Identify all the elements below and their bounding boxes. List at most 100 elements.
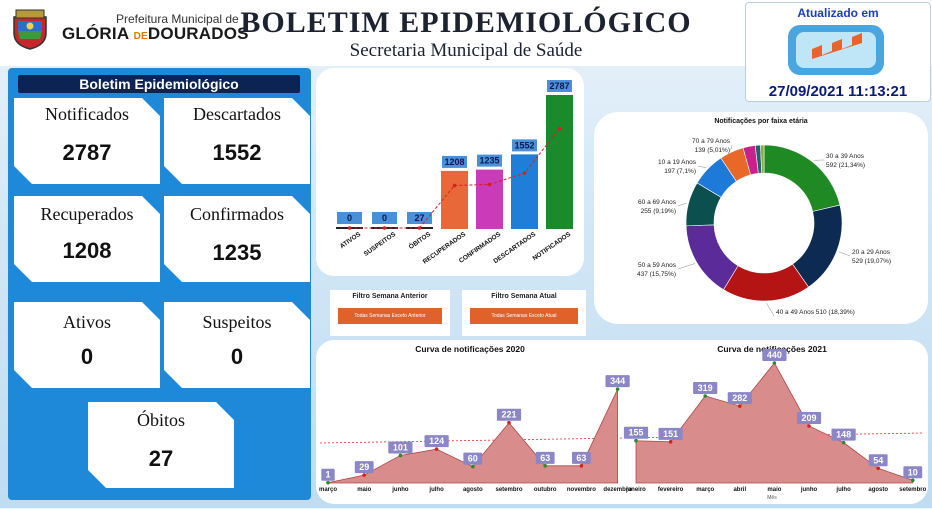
curve-value-label: 319 — [698, 383, 713, 393]
curve-value-label: 63 — [540, 453, 550, 463]
card-label: Confirmados — [164, 204, 310, 225]
curve-value-label: 282 — [732, 393, 747, 403]
card-descartados: Descartados 1552 — [164, 98, 310, 184]
curve-value-label: 344 — [610, 376, 625, 386]
curve-month-label: fevereiro — [658, 487, 684, 493]
donut-leader — [698, 166, 706, 168]
curve-value-label: 63 — [576, 453, 586, 463]
bar-category-label: ÓBITOS — [407, 229, 433, 251]
card-label: Ativos — [14, 312, 160, 333]
curve-title: Curva de notificações 2020 — [415, 344, 525, 354]
curve-point — [669, 440, 673, 444]
donut-value: 529 (19,07%) — [852, 258, 891, 265]
donut-value: 197 (7,1%) — [664, 168, 696, 175]
card-obitos: Óbitos 27 — [88, 402, 234, 488]
curve-point — [362, 473, 366, 477]
donut-label: 20 a 29 Anos — [852, 249, 891, 256]
curve-value-label: 155 — [628, 428, 643, 438]
donut-label: 10 a 19 Anos — [658, 159, 697, 166]
curve-value-label: 1 — [325, 470, 330, 480]
totals-bar-chart: 0ATIVOS0SUSPEITOS27ÓBITOS1208RECUPERADOS… — [316, 68, 584, 276]
card-value: 2787 — [14, 140, 160, 166]
curve-month-label: maio — [357, 487, 371, 493]
card-ativos: Ativos 0 — [14, 302, 160, 388]
filter-previous-button[interactable]: Todas Semanas Exceto Anterior — [338, 308, 442, 324]
bar-value-label: 0 — [382, 213, 387, 223]
curve-value-label: 440 — [767, 350, 782, 360]
card-label: Notificados — [14, 104, 160, 125]
curve-month-label: agosto — [868, 487, 888, 493]
curve-point — [543, 464, 547, 468]
card-label: Recuperados — [14, 204, 160, 225]
donut-value: 437 (15,75%) — [637, 271, 676, 278]
curve-point — [326, 481, 330, 485]
city-name: GLÓRIA DEDOURADOS — [62, 24, 249, 44]
city-name-left: GLÓRIA — [62, 24, 129, 43]
page-subtitle: Secretaria Municipal de Saúde — [236, 40, 696, 62]
donut-leader — [678, 203, 687, 206]
bar-category-label: NOTIFICADOS — [531, 231, 572, 263]
donut-title: Notificações por faixa etária — [714, 118, 807, 125]
bar-recuperados — [441, 171, 468, 229]
curve-value-label: 101 — [393, 442, 408, 452]
bar-value-label: 1235 — [479, 156, 499, 166]
donut-leader — [766, 303, 774, 316]
curve-month-label: janeiro — [625, 487, 646, 493]
bar-value-label: 1208 — [444, 157, 464, 167]
curve-point — [580, 464, 584, 468]
filter-current-week: Filtro Semana Atual Todas Semanas Exceto… — [462, 290, 586, 336]
donut-label: 70 a 79 Anos — [692, 138, 731, 145]
filter-current-button[interactable]: Todas Semanas Exceto Atual — [470, 308, 578, 324]
card-label: Descartados — [164, 104, 310, 125]
curve-month-label: junho — [391, 487, 409, 493]
curve-value-label: 124 — [429, 436, 444, 446]
trend-point — [488, 183, 492, 187]
card-suspeitos: Suspeitos 0 — [164, 302, 310, 388]
card-recuperados: Recuperados 1208 — [14, 196, 160, 282]
curve-point — [911, 478, 915, 482]
summary-title: Boletim Epidemiológico — [18, 75, 300, 93]
curve-month-label: julho — [428, 487, 444, 493]
card-notificados: Notificados 2787 — [14, 98, 160, 184]
trend-point — [523, 171, 527, 175]
bar-category-label: ATIVOS — [339, 231, 363, 251]
bar-category-label: SUSPEITOS — [363, 231, 398, 258]
trend-point — [418, 226, 422, 230]
curve-value-label: 151 — [663, 429, 678, 439]
curve-point — [773, 361, 777, 365]
page-title: BOLETIM EPIDEMIOLÓGICO — [236, 6, 696, 40]
curve-month-label: setembro — [899, 487, 926, 493]
card-value: 0 — [14, 344, 160, 370]
curve-point — [471, 465, 475, 469]
curve-point — [738, 404, 742, 408]
filter-title: Filtro Semana Anterior — [330, 293, 450, 300]
bar-value-label: 1552 — [514, 140, 534, 150]
trend-point — [453, 184, 457, 188]
curve-point — [507, 421, 511, 425]
curve-value-label: 209 — [801, 413, 816, 423]
bar-value-label: 27 — [414, 213, 424, 223]
filter-title: Filtro Semana Atual — [462, 293, 586, 300]
curve-value-label: 60 — [468, 454, 478, 464]
card-label: Suspeitos — [164, 312, 310, 333]
curve-month-label: junho — [800, 487, 818, 493]
age-donut-chart: Notificações por faixa etária 30 a 39 Ano… — [594, 112, 928, 324]
bar-descartados — [511, 154, 538, 229]
donut-value: 592 (21,34%) — [826, 162, 865, 169]
city-crest-logo — [8, 7, 52, 51]
curve-point — [399, 454, 403, 458]
card-value: 1552 — [164, 140, 310, 166]
trend-point — [348, 226, 352, 230]
curve-axis-label: Mês — [767, 495, 777, 501]
updated-date: 27/09/2021 11:13:21 — [746, 83, 930, 100]
donut-label: 50 a 59 Anos — [638, 262, 677, 269]
trend-point — [558, 127, 562, 131]
card-value: 27 — [88, 446, 234, 472]
dashboard-logo — [786, 21, 886, 79]
card-confirmados: Confirmados 1235 — [164, 196, 310, 282]
donut-label: 30 a 39 Anos — [826, 153, 865, 160]
curve-point — [842, 441, 846, 445]
curve-point — [435, 447, 439, 451]
